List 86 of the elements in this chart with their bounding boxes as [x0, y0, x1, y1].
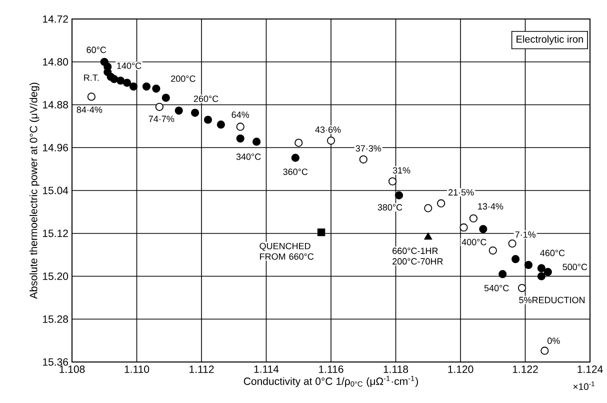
annotation: 7·1%: [515, 231, 536, 238]
x-tick-label: 1.108: [60, 366, 85, 373]
point: [317, 228, 326, 236]
point: [87, 92, 96, 101]
y-tick-label: 14.96: [43, 144, 68, 152]
annotation: 74·7%: [148, 116, 174, 122]
point: [236, 122, 244, 131]
point: [424, 204, 432, 212]
annotation: R.T.: [84, 74, 99, 81]
annotation: Electrolytic iron: [516, 35, 583, 45]
point: [294, 138, 303, 147]
point: [479, 225, 488, 234]
point: [488, 246, 497, 255]
annotation: 140°C: [117, 62, 142, 69]
point: [518, 284, 526, 292]
point: [394, 191, 404, 200]
y-tick-label: 15.36: [43, 358, 68, 366]
annotation: 60°C: [86, 46, 106, 54]
x-tick-label: 1.110: [124, 366, 150, 373]
point: [498, 270, 507, 278]
point: [359, 155, 368, 164]
annotation: 5%REDUCTION: [519, 296, 585, 304]
x-tick-label: 1.112: [190, 366, 214, 373]
point: [116, 76, 125, 85]
point: [388, 177, 397, 186]
y-tick-label: 14.88: [43, 101, 68, 108]
annotation: 380°C: [378, 204, 402, 211]
y-tick-label: 14.72: [43, 15, 68, 23]
point: [437, 199, 446, 208]
point: [190, 108, 200, 117]
point: [511, 255, 520, 264]
point: [326, 136, 336, 145]
annotation: 400°C: [462, 238, 486, 246]
point: [291, 154, 300, 162]
y-axis-title: Absolute thermoelectric power at 0°C (μV/deg): [30, 82, 40, 299]
point: [469, 214, 478, 222]
point: [142, 82, 151, 91]
point: [252, 138, 261, 146]
annotation: 21·5%: [448, 189, 474, 196]
annotation: 13·4%: [478, 203, 504, 210]
x-tick-label: 1.120: [448, 366, 474, 373]
annotation: 660°C-1HR 200°C-70HR: [392, 248, 443, 265]
point: [129, 82, 138, 91]
annotation: 0%: [548, 338, 560, 344]
point: [122, 78, 132, 87]
point: [236, 134, 244, 143]
annotation: 340°C: [236, 154, 261, 160]
x-tick-label: 1.116: [319, 366, 344, 373]
point: [540, 346, 549, 355]
point: [508, 240, 516, 248]
y-tick-label: 14.80: [43, 58, 68, 66]
text: ×10$^{-1}$: [573, 382, 594, 390]
point: [537, 264, 546, 272]
point: [204, 116, 212, 124]
point: [544, 268, 552, 276]
annotation: 43·6%: [315, 126, 341, 133]
annotation: 360°C: [283, 168, 308, 175]
y-tick-label: 15.28: [43, 315, 68, 323]
y-tick-label: 15.12: [43, 230, 68, 238]
annotation: 500°C: [562, 264, 588, 270]
y-tick-label: 15.20: [43, 272, 68, 280]
point: [152, 84, 160, 93]
point: [110, 74, 118, 84]
point: [216, 120, 225, 129]
annotation: 260°C: [194, 96, 218, 102]
annotation: 31%: [392, 167, 410, 174]
x-tick-label: 1.114: [254, 366, 279, 373]
x-axis-title: Conductivity at 0°C 1/ρ$_{0°C}$ (μΩ$^{-1}$·cm$^{-1}$): [244, 376, 418, 388]
x-tick-label: 1.122: [512, 366, 538, 373]
annotation: QUENCHED FROM 660°C: [260, 242, 314, 260]
annotation: 37·3%: [356, 145, 382, 152]
point: [174, 106, 183, 115]
point: [155, 102, 164, 111]
x-tick-label: 1.124: [578, 366, 603, 373]
annotation: 200°C: [171, 75, 196, 82]
point: [162, 94, 170, 102]
annotation: 64%: [232, 112, 250, 118]
annotation: 460°C: [540, 250, 565, 256]
y-tick-label: 15.04: [43, 186, 68, 194]
annotation: 540°C: [484, 284, 509, 292]
point: [424, 232, 432, 240]
point: [524, 260, 533, 270]
point: [537, 272, 546, 280]
x-tick-label: 1.118: [384, 366, 408, 373]
point: [460, 223, 468, 232]
annotation: 84·4%: [76, 106, 102, 113]
